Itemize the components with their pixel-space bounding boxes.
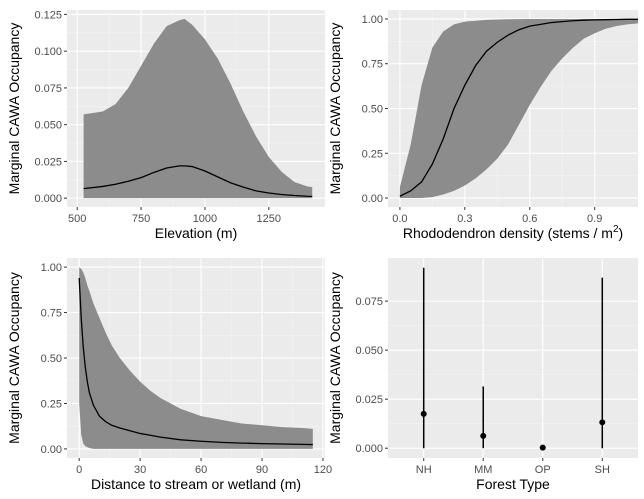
y-axis-title: Marginal CAWA Occupancy bbox=[6, 23, 22, 195]
panel-3: 0.00 0.25 0.50 0.75 1.00 0 30 60 90 120 Distance t… bbox=[6, 258, 332, 492]
y-tick-label: 0.75 bbox=[41, 308, 62, 320]
x-axis-title: Distance to stream or wetland (m) bbox=[91, 476, 301, 492]
x-axis-title: Elevation (m) bbox=[155, 225, 237, 241]
confidence-ribbon bbox=[79, 267, 313, 449]
y-axis-title: Marginal CAWA Occupancy bbox=[327, 23, 343, 195]
y-tick-label: 0.100 bbox=[34, 46, 62, 58]
x-tick-label: 60 bbox=[195, 464, 207, 476]
y-tick-label: 0.000 bbox=[355, 443, 383, 455]
panel-1: 0.000 0.025 0.050 0.075 0.100 0.125 500 750 1000… bbox=[6, 9, 325, 241]
y-tick-label: 1.00 bbox=[362, 14, 383, 26]
estimate-line bbox=[83, 165, 313, 198]
y-tick-label: 0.00 bbox=[41, 444, 62, 456]
x-tick-label: SH bbox=[595, 464, 610, 476]
y-tick-label: 0.050 bbox=[34, 120, 62, 132]
x-tick-label: 30 bbox=[134, 464, 146, 476]
y-tick-label: 0.00 bbox=[362, 193, 383, 205]
y-tick-label: 0.025 bbox=[355, 394, 383, 406]
point-mm bbox=[480, 432, 487, 439]
confidence-ribbon bbox=[83, 18, 313, 199]
y-tick-label: 0.075 bbox=[34, 83, 62, 95]
x-axis-title-close: ) bbox=[619, 225, 624, 241]
y-tick-label: 0.075 bbox=[355, 296, 383, 308]
x-tick-label: 0.6 bbox=[522, 213, 537, 225]
y-tick-label: 0.000 bbox=[34, 193, 62, 205]
panel-4: 0.000 0.025 0.050 0.075 NH MM OP SH Forest Type M… bbox=[327, 258, 638, 492]
point-op bbox=[539, 444, 546, 451]
y-tick-label: 0.75 bbox=[362, 59, 383, 71]
point-sh bbox=[599, 419, 606, 426]
estimate-line bbox=[399, 18, 638, 197]
y-tick-label: 0.25 bbox=[362, 148, 383, 160]
confidence-ribbon bbox=[399, 18, 638, 199]
x-tick-label: 500 bbox=[68, 213, 86, 225]
y-tick-label: 0.50 bbox=[362, 104, 383, 116]
estimate-line bbox=[78, 277, 313, 446]
x-axis-title: Forest Type bbox=[476, 476, 550, 492]
y-tick-label: 0.50 bbox=[41, 353, 62, 365]
x-tick-label: 0.0 bbox=[392, 213, 407, 225]
x-tick-label: OP bbox=[535, 464, 551, 476]
x-axis-title-main: Rhododendron density (stems / m bbox=[403, 225, 613, 241]
x-tick-label: 0.3 bbox=[457, 213, 472, 225]
x-tick-label: MM bbox=[474, 464, 492, 476]
x-tick-label: NH bbox=[416, 464, 432, 476]
point-nh bbox=[420, 410, 427, 417]
x-tick-label: 750 bbox=[132, 213, 150, 225]
x-tick-label: 0.9 bbox=[587, 213, 602, 225]
x-tick-label: 1000 bbox=[193, 213, 217, 225]
x-axis-title: Rhododendron density (stems / m2) bbox=[403, 224, 623, 241]
x-tick-label: 0 bbox=[76, 464, 82, 476]
y-tick-label: 0.125 bbox=[34, 9, 62, 21]
x-tick-label: 90 bbox=[256, 464, 268, 476]
y-tick-label: 1.00 bbox=[41, 262, 62, 274]
y-tick-label: 0.25 bbox=[41, 398, 62, 410]
y-tick-label: 0.050 bbox=[355, 345, 383, 357]
y-tick-label: 0.025 bbox=[34, 156, 62, 168]
plot-background bbox=[388, 258, 638, 458]
y-axis-title: Marginal CAWA Occupancy bbox=[6, 272, 22, 444]
x-axis-title-superscript: 2 bbox=[613, 224, 619, 235]
y-axis-title: Marginal CAWA Occupancy bbox=[327, 272, 343, 444]
panel-2: 0.00 0.25 0.50 0.75 1.00 0.0 0.3 0.6 0.9Rhododen… bbox=[327, 10, 638, 241]
x-tick-label: 120 bbox=[314, 464, 332, 476]
x-tick-label: 1250 bbox=[257, 213, 281, 225]
